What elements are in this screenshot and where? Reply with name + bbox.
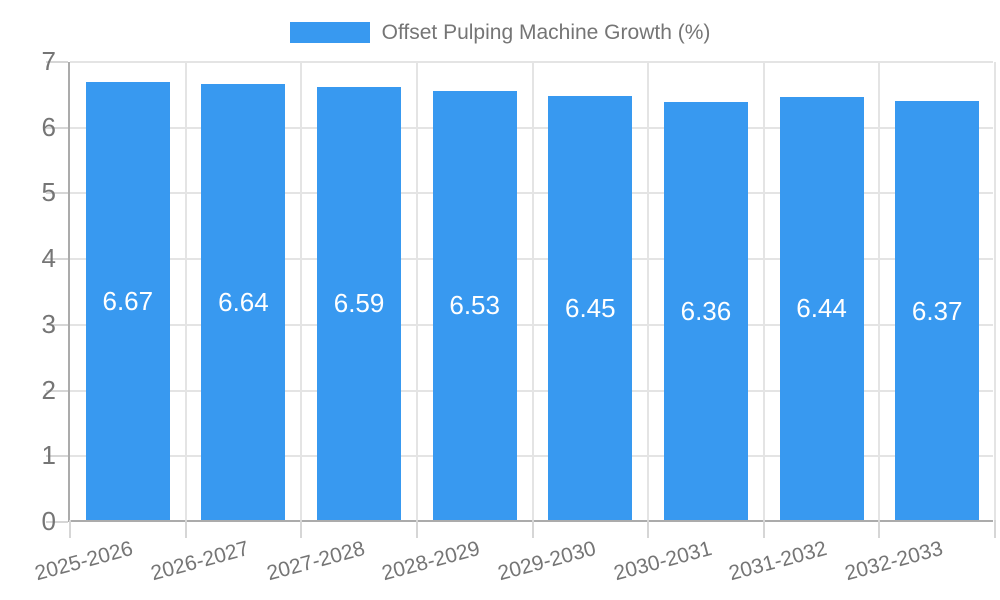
x-axis-tick-label: 2029-2030 bbox=[495, 537, 599, 586]
gridline-vertical bbox=[184, 62, 187, 520]
bar[interactable]: 6.37 bbox=[895, 101, 980, 520]
bar-value-label: 6.67 bbox=[102, 285, 154, 316]
x-axis-tick-label: 2032-2033 bbox=[842, 537, 946, 586]
x-tick-mark bbox=[994, 520, 996, 538]
bar-value-label: 6.45 bbox=[565, 293, 616, 324]
y-tick-mark bbox=[46, 389, 68, 392]
x-tick-mark bbox=[184, 520, 187, 538]
gridline-vertical bbox=[531, 62, 534, 520]
x-axis-tick-label: 2030-2031 bbox=[610, 537, 714, 586]
bar[interactable]: 6.64 bbox=[201, 83, 286, 520]
chart-legend[interactable]: Offset Pulping Machine Growth (%) bbox=[0, 21, 1000, 44]
y-axis-tick-label: 2 bbox=[41, 374, 56, 405]
gridline-vertical bbox=[647, 62, 650, 520]
y-axis-tick-label: 7 bbox=[41, 46, 56, 76]
bar-value-label: 6.59 bbox=[333, 288, 385, 319]
gridline-vertical bbox=[415, 62, 418, 520]
bar[interactable]: 6.59 bbox=[317, 86, 402, 520]
y-tick-mark bbox=[46, 521, 68, 523]
x-tick-mark bbox=[762, 520, 765, 538]
bar[interactable]: 6.36 bbox=[663, 102, 748, 520]
y-tick-mark bbox=[46, 192, 68, 195]
y-axis-tick-label: 1 bbox=[41, 440, 56, 471]
bar[interactable]: 6.45 bbox=[548, 96, 633, 520]
bar-value-label: 6.37 bbox=[911, 295, 963, 326]
bar[interactable]: 6.53 bbox=[432, 90, 517, 520]
x-tick-mark bbox=[647, 520, 650, 538]
x-tick-mark bbox=[415, 520, 418, 538]
x-tick-mark bbox=[300, 520, 303, 538]
legend-swatch-icon[interactable] bbox=[289, 22, 370, 43]
y-tick-mark bbox=[46, 61, 68, 63]
bar-value-label: 6.53 bbox=[449, 290, 500, 321]
gridline-vertical bbox=[994, 62, 996, 520]
gridline-vertical bbox=[300, 62, 303, 520]
bar[interactable]: 6.44 bbox=[779, 96, 864, 520]
y-axis-tick-label: 0 bbox=[41, 506, 56, 536]
x-axis-tick-label: 2026-2027 bbox=[148, 537, 252, 586]
y-axis-tick-label: 6 bbox=[41, 111, 56, 142]
x-tick-mark bbox=[531, 520, 534, 538]
y-axis-tick-label: 5 bbox=[41, 177, 56, 208]
x-axis-tick-label: 2025-2026 bbox=[32, 537, 136, 586]
y-axis-tick-label: 4 bbox=[41, 243, 56, 274]
x-axis-tick-label: 2027-2028 bbox=[264, 537, 368, 586]
bar-value-label: 6.36 bbox=[680, 296, 732, 327]
legend-label[interactable]: Offset Pulping Machine Growth (%) bbox=[381, 21, 711, 44]
y-tick-mark bbox=[46, 258, 68, 261]
y-tick-mark bbox=[46, 455, 68, 458]
x-tick-mark bbox=[878, 520, 881, 538]
x-axis-tick-label: 2031-2032 bbox=[726, 537, 830, 586]
x-tick-mark bbox=[69, 520, 71, 538]
bar-value-label: 6.64 bbox=[218, 286, 269, 317]
plot-area: 6.67 6.64 6.59 6.53 6.45 6.36 6.44 6.37 bbox=[46, 61, 996, 538]
y-tick-mark bbox=[46, 126, 68, 129]
gridline-vertical bbox=[762, 62, 765, 520]
y-axis-tick-label: 3 bbox=[41, 308, 56, 339]
gridline-vertical bbox=[878, 62, 881, 520]
x-axis-tick-label: 2028-2029 bbox=[379, 537, 483, 586]
bar-value-label: 6.44 bbox=[796, 293, 847, 324]
y-tick-mark bbox=[46, 323, 68, 326]
bar[interactable]: 6.67 bbox=[85, 81, 170, 520]
